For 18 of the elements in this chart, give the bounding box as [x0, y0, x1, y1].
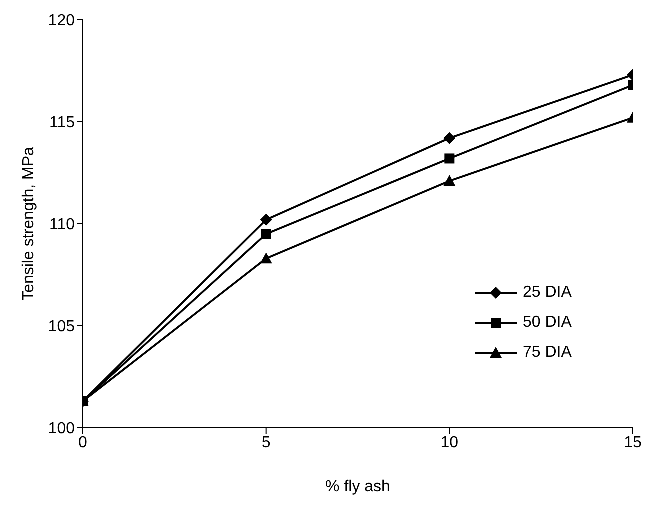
y-tick-label: 115 — [49, 114, 76, 132]
y-tick-label: 120 — [48, 12, 76, 30]
legend-label: 25 DIA — [523, 284, 572, 302]
point — [261, 229, 272, 240]
y-tick-label: 100 — [48, 420, 76, 438]
point — [444, 154, 455, 164]
y-tick-label: 105 — [48, 318, 76, 336]
y-tick-label: 110 — [49, 216, 76, 234]
y-axis-title: Tensile strength, MPa — [20, 146, 38, 301]
x-tick-label: 15 — [624, 434, 642, 452]
legend-label: 50 DIA — [523, 314, 572, 332]
x-tick-label: 10 — [440, 434, 459, 452]
x-tick-label: 0 — [78, 434, 88, 452]
point — [260, 214, 272, 226]
x-tick-label: 5 — [262, 434, 271, 452]
legend-label: 75 DIA — [523, 344, 572, 362]
x-axis-title: % fly ash — [326, 478, 390, 496]
point — [444, 132, 456, 144]
